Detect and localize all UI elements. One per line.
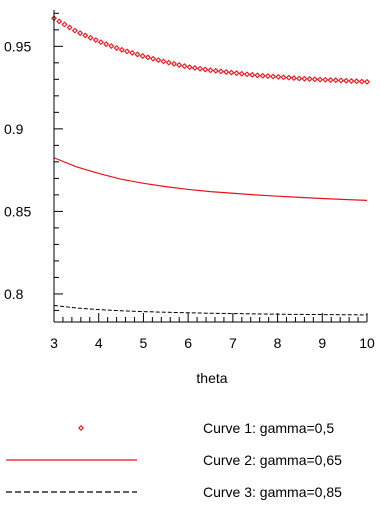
series-2-line: [53, 157, 368, 201]
series-1-marker: [134, 51, 141, 58]
y-tick-label: 0.8: [4, 286, 24, 302]
series-1-marker: [92, 37, 99, 44]
series-1-marker: [103, 41, 110, 48]
series-1-marker: [249, 71, 256, 78]
series-1-markers: [51, 15, 370, 85]
legend: Curve 1: gamma=0,5 Curve 2: gamma=0,65 Cur…: [6, 420, 342, 500]
series-1-marker: [343, 77, 350, 84]
series-1-marker: [139, 53, 146, 59]
series-1-marker: [228, 69, 235, 76]
series-1-marker: [82, 32, 89, 39]
legend-label-1: Curve 1: gamma=0,5: [203, 420, 334, 436]
x-tick-label: 5: [140, 335, 148, 351]
series-1-marker: [233, 70, 240, 77]
x-tick-label: 6: [184, 335, 192, 351]
series-1-marker: [129, 49, 136, 56]
legend-marker-1: [78, 425, 84, 431]
series-1-marker: [108, 43, 115, 50]
series-1-marker: [118, 46, 125, 53]
series-1-marker: [223, 69, 230, 75]
series-1-marker: [113, 44, 120, 51]
series-1-marker: [280, 74, 287, 81]
x-axis-label: theta: [196, 370, 227, 386]
series-1-marker: [264, 73, 271, 80]
x-tick-label: 3: [50, 335, 58, 351]
axes-layer: 3 4 5 6 7 8 9 10 0.8 0.85 0.9 0.95: [4, 10, 375, 351]
series-1-marker: [212, 67, 219, 74]
series-1-marker: [296, 75, 303, 82]
series-1-marker: [144, 54, 151, 61]
series-1-marker: [165, 59, 172, 66]
y-tick-label: 0.95: [4, 38, 31, 54]
series-1-marker: [337, 77, 344, 84]
legend-label-3: Curve 3: gamma=0,85: [203, 484, 342, 500]
series-1-marker: [254, 72, 261, 79]
series-1-marker: [176, 61, 183, 68]
series-1-marker: [66, 24, 73, 31]
series-1-marker: [348, 78, 355, 84]
series-1-marker: [358, 78, 365, 85]
series-1-marker: [364, 78, 370, 85]
series-1-marker: [61, 21, 68, 28]
series-1-marker: [87, 34, 94, 41]
series-1-marker: [244, 71, 250, 78]
series-1-marker: [290, 75, 297, 82]
y-tick-label: 0.85: [4, 203, 31, 219]
series-1-marker: [306, 76, 313, 82]
series-1-marker: [171, 60, 177, 67]
series-1-marker: [191, 64, 198, 71]
x-tick-label: 10: [359, 335, 375, 351]
x-tick-label: 8: [274, 335, 282, 351]
series-1-marker: [332, 77, 339, 84]
series-1-marker: [285, 74, 292, 81]
series-1-marker: [186, 64, 193, 71]
series-1-marker: [56, 18, 63, 25]
series-1-marker: [353, 78, 360, 85]
series-1-marker: [97, 39, 104, 46]
series-1-marker: [150, 55, 157, 62]
series-1-marker: [322, 76, 329, 83]
series-1-marker: [238, 70, 245, 77]
series-1-marker: [155, 57, 162, 64]
series-1-marker: [270, 73, 277, 80]
series-1-marker: [301, 75, 308, 82]
series-1-marker: [197, 65, 204, 72]
series-1-marker: [217, 68, 224, 75]
x-tick-label: 7: [229, 335, 237, 351]
series-1-marker: [71, 27, 78, 34]
x-tick-label: 9: [318, 335, 326, 351]
series-1-marker: [160, 58, 167, 65]
legend-label-2: Curve 2: gamma=0,65: [203, 452, 342, 468]
series-1-marker: [327, 77, 334, 84]
series-1-marker: [275, 73, 282, 80]
series-1-marker: [259, 72, 266, 79]
series-1-marker: [311, 76, 318, 83]
series-1-marker: [202, 66, 209, 73]
x-tick-label: 4: [95, 335, 103, 351]
series-1-marker: [317, 76, 324, 83]
series-layer: [51, 15, 370, 316]
series-1-marker: [181, 63, 188, 70]
series-1-marker: [207, 67, 214, 74]
y-tick-label: 0.9: [4, 121, 24, 137]
series-1-marker: [77, 30, 84, 37]
series-3-line: [53, 304, 368, 316]
series-1-marker: [124, 48, 131, 55]
